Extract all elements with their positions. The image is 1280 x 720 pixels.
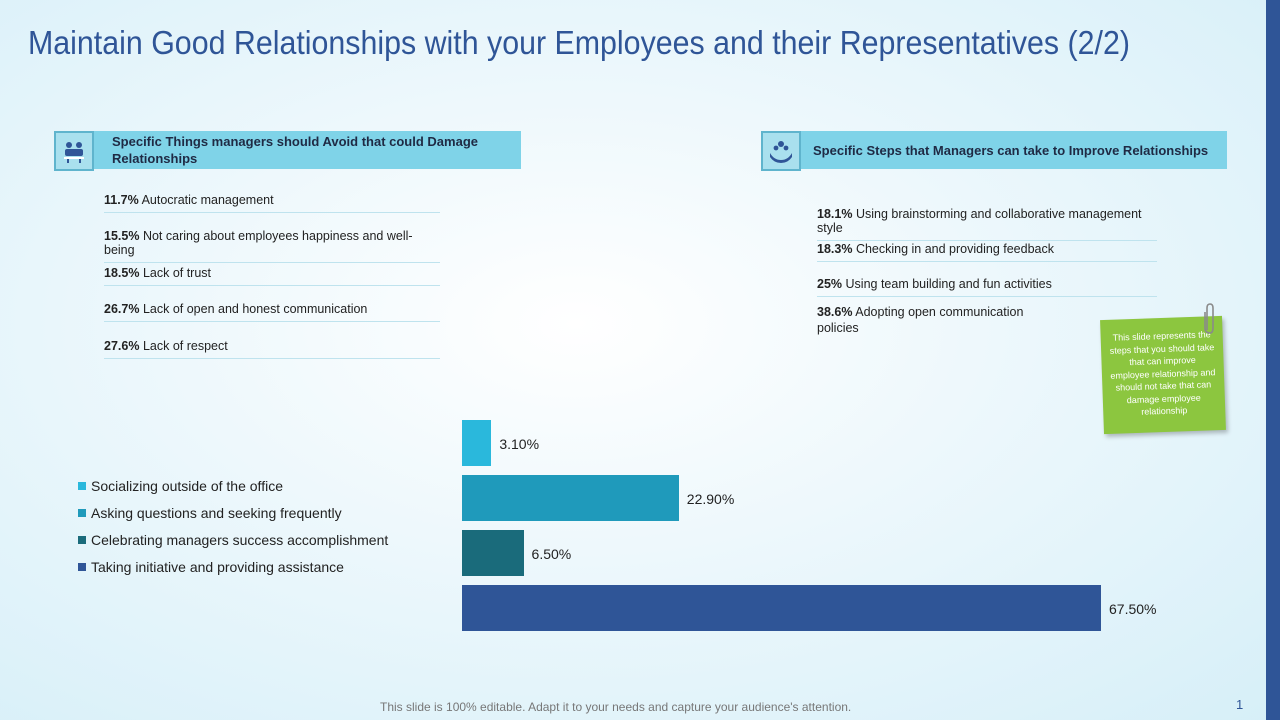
improve-panel-header: Specific Steps that Managers can take to… bbox=[761, 131, 1227, 169]
legend-label: Taking initiative and providing assistan… bbox=[91, 559, 344, 575]
avoid-item: 15.5% Not caring about employees happine… bbox=[104, 229, 440, 263]
team-meeting-icon bbox=[54, 131, 94, 171]
avoid-panel-header: Specific Things managers should Avoid th… bbox=[54, 131, 521, 169]
legend-swatch bbox=[78, 563, 86, 571]
improve-item-pct: 25% bbox=[817, 277, 843, 291]
paperclip-icon bbox=[1204, 303, 1214, 334]
legend-swatch bbox=[78, 509, 86, 517]
improve-item-text: Adopting open communication bbox=[855, 305, 1024, 319]
legend-label: Celebrating managers success accomplishm… bbox=[91, 532, 389, 548]
avoid-item-pct: 26.7% bbox=[104, 302, 140, 316]
legend-item: Asking questions and seeking frequently bbox=[78, 505, 342, 521]
bar-3 bbox=[462, 530, 524, 576]
improve-header-text: Specific Steps that Managers can take to… bbox=[813, 142, 1209, 158]
improve-item: 38.6% Adopting open communication polici… bbox=[817, 304, 1023, 336]
right-accent-bar bbox=[1266, 0, 1280, 720]
avoid-item-pct: 11.7% bbox=[104, 193, 139, 207]
bar-value-label: 22.90% bbox=[686, 491, 735, 507]
improve-item-text-cont: policies bbox=[817, 321, 859, 335]
legend-label: Asking questions and seeking frequently bbox=[91, 505, 342, 521]
avoid-item-pct: 15.5% bbox=[104, 229, 140, 243]
bar-value-label: 6.50% bbox=[531, 546, 572, 562]
legend-item: Celebrating managers success accomplishm… bbox=[78, 532, 388, 548]
legend-swatch bbox=[78, 536, 86, 544]
avoid-item: 26.7% Lack of open and honest communicat… bbox=[104, 302, 440, 322]
legend-item: Socializing outside of the office bbox=[78, 478, 283, 494]
improve-item-pct: 18.1% bbox=[817, 207, 853, 221]
avoid-item: 27.6% Lack of respect bbox=[104, 339, 440, 359]
avoid-header-text: Specific Things managers should Avoid th… bbox=[112, 133, 478, 167]
avoid-item-text: Autocratic management bbox=[141, 193, 274, 207]
bar-2 bbox=[462, 475, 679, 521]
bar-value-label: 67.50% bbox=[1109, 601, 1157, 617]
improve-item: 18.1% Using brainstorming and collaborat… bbox=[817, 207, 1157, 241]
avoid-item-text: Lack of open and honest communication bbox=[142, 302, 368, 316]
avoid-item-pct: 27.6% bbox=[104, 339, 140, 353]
improve-item: 25% Using team building and fun activiti… bbox=[817, 277, 1157, 297]
bar-value-label: 3.10% bbox=[499, 436, 540, 452]
avoid-item-pct: 18.5% bbox=[104, 266, 140, 280]
improve-item-text: Using team building and fun activities bbox=[845, 277, 1052, 291]
avoid-header-line2: Relationships bbox=[112, 151, 198, 166]
improve-item: 18.3% Checking in and providing feedback bbox=[817, 242, 1157, 262]
bar-1 bbox=[462, 420, 492, 466]
team-care-icon bbox=[761, 131, 801, 171]
avoid-item: 11.7% Autocratic management bbox=[104, 193, 440, 213]
footer-text: This slide is 100% editable. Adapt it to… bbox=[380, 700, 852, 714]
legend-swatch bbox=[78, 482, 86, 490]
improve-item-pct: 18.3% bbox=[817, 242, 853, 256]
avoid-header-line1: Specific Things managers should Avoid th… bbox=[112, 134, 478, 149]
improve-item-text: Checking in and providing feedback bbox=[855, 242, 1054, 256]
legend-label: Socializing outside of the office bbox=[91, 478, 283, 494]
page-number: 1 bbox=[1236, 697, 1244, 712]
bar-4 bbox=[462, 585, 1101, 631]
avoid-item-text: Lack of respect bbox=[142, 339, 228, 353]
legend-item: Taking initiative and providing assistan… bbox=[78, 559, 344, 575]
avoid-item-text: Not caring about employees happiness and… bbox=[104, 229, 413, 257]
improve-item-text: Using brainstorming and collaborative ma… bbox=[817, 207, 1142, 235]
slide-title: Maintain Good Relationships with your Em… bbox=[28, 24, 1130, 61]
avoid-item: 18.5% Lack of trust bbox=[104, 266, 440, 286]
sticky-note-text: This slide represents the steps that you… bbox=[1109, 329, 1216, 417]
avoid-item-text: Lack of trust bbox=[142, 266, 212, 280]
improve-item-pct: 38.6% bbox=[817, 305, 853, 319]
